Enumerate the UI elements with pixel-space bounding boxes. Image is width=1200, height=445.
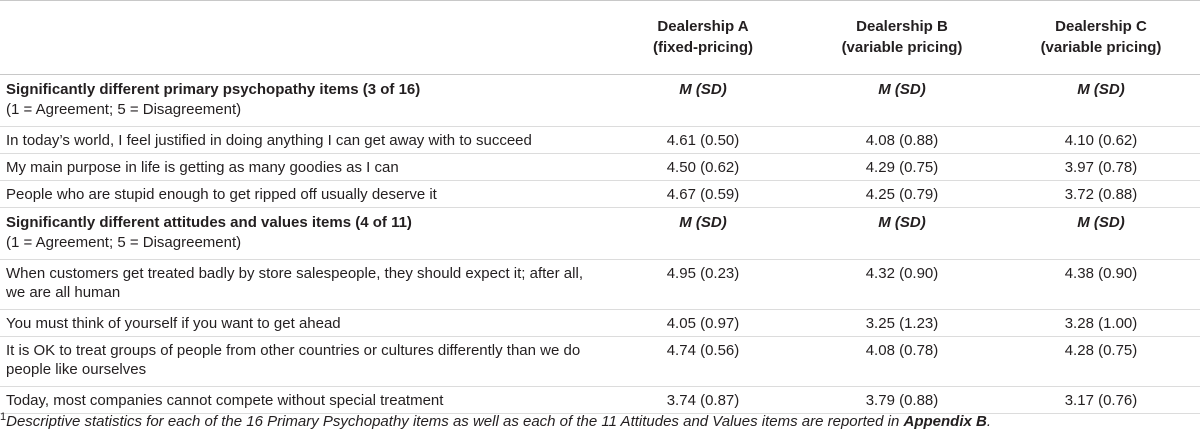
value-dealership-c: 4.10 (0.62) bbox=[1064, 132, 1138, 149]
value-dealership-c: 3.97 (0.78) bbox=[1064, 159, 1138, 176]
msd-label: M (SD) bbox=[679, 214, 727, 231]
table-row: You must think of yourself if you want t… bbox=[0, 310, 1200, 337]
item-label: My main purpose in life is getting as ma… bbox=[6, 159, 399, 176]
header-dealership-c: Dealership C (variable pricing) bbox=[1002, 1, 1200, 75]
column-name: Dealership A bbox=[657, 17, 749, 35]
value-dealership-a: 3.74 (0.87) bbox=[666, 392, 740, 409]
item-text: People who are stupid enough to get ripp… bbox=[0, 181, 604, 208]
table-row: When customers get treated badly by stor… bbox=[0, 260, 1200, 310]
value-dealership-b: 3.25 (1.23) bbox=[865, 315, 939, 332]
value-dealership-b: 4.32 (0.90) bbox=[865, 265, 939, 282]
column-name: Dealership B bbox=[856, 17, 948, 35]
value-dealership-c: 3.17 (0.76) bbox=[1064, 392, 1138, 409]
item-label: Today, most companies cannot compete wit… bbox=[6, 392, 444, 409]
footnote-end: . bbox=[986, 413, 992, 430]
table-row: It is OK to treat groups of people from … bbox=[0, 337, 1200, 387]
value-dealership-b: 4.29 (0.75) bbox=[865, 159, 939, 176]
msd-label: M (SD) bbox=[878, 214, 926, 231]
value-dealership-b: 4.25 (0.79) bbox=[865, 186, 939, 203]
table-row: My main purpose in life is getting as ma… bbox=[0, 154, 1200, 181]
value-dealership-a: 4.61 (0.50) bbox=[666, 132, 740, 149]
item-text: You must think of yourself if you want t… bbox=[0, 310, 604, 337]
value-dealership-c: 3.72 (0.88) bbox=[1064, 186, 1138, 203]
value-dealership-a: 4.50 (0.62) bbox=[666, 159, 740, 176]
section-header-row: Significantly different attitudes and va… bbox=[0, 208, 1200, 260]
table-row: People who are stupid enough to get ripp… bbox=[0, 181, 1200, 208]
value-dealership-b: 4.08 (0.88) bbox=[865, 132, 939, 149]
table-row: Today, most companies cannot compete wit… bbox=[0, 387, 1200, 414]
section-header-row: Significantly different primary psychopa… bbox=[0, 75, 1200, 127]
item-text: In today’s world, I feel justified in do… bbox=[0, 127, 604, 154]
value-dealership-c: 3.28 (1.00) bbox=[1064, 315, 1138, 332]
header-blank-cell bbox=[0, 1, 604, 75]
value-dealership-a: 4.05 (0.97) bbox=[666, 315, 740, 332]
section-title: Significantly different attitudes and va… bbox=[6, 214, 412, 231]
table-footnote: 1Descriptive statistics for each of the … bbox=[0, 412, 1200, 431]
item-label: You must think of yourself if you want t… bbox=[6, 315, 341, 332]
msd-label: M (SD) bbox=[1077, 214, 1125, 231]
item-text: My main purpose in life is getting as ma… bbox=[0, 154, 604, 181]
value-dealership-a: 4.95 (0.23) bbox=[666, 265, 740, 282]
header-dealership-a: Dealership A (fixed-pricing) bbox=[604, 1, 802, 75]
item-label: People who are stupid enough to get ripp… bbox=[6, 186, 437, 203]
column-subtitle: (fixed-pricing) bbox=[653, 38, 753, 56]
section-scale-note: (1 = Agreement; 5 = Disagreement) bbox=[6, 101, 242, 118]
item-label: In today’s world, I feel justified in do… bbox=[6, 132, 532, 149]
section-label-cell: Significantly different attitudes and va… bbox=[0, 208, 604, 260]
footnote-marker: 1 bbox=[0, 411, 7, 423]
footnote-text: Descriptive statistics for each of the 1… bbox=[6, 413, 904, 430]
value-dealership-c: 4.38 (0.90) bbox=[1064, 265, 1138, 282]
section-scale-note: (1 = Agreement; 5 = Disagreement) bbox=[6, 234, 242, 251]
value-dealership-b: 4.08 (0.78) bbox=[865, 342, 939, 359]
column-subtitle: (variable pricing) bbox=[841, 38, 963, 56]
section-title: Significantly different primary psychopa… bbox=[6, 81, 421, 98]
msd-label: M (SD) bbox=[1077, 81, 1125, 98]
item-text: It is OK to treat groups of people from … bbox=[0, 337, 604, 387]
header-row: Dealership A (fixed-pricing) Dealership … bbox=[0, 0, 1200, 75]
value-dealership-a: 4.67 (0.59) bbox=[666, 186, 740, 203]
value-dealership-b: 3.79 (0.88) bbox=[865, 392, 939, 409]
header-dealership-b: Dealership B (variable pricing) bbox=[802, 1, 1002, 75]
table-row: In today’s world, I feel justified in do… bbox=[0, 127, 1200, 154]
item-label: When customers get treated badly by stor… bbox=[6, 265, 583, 301]
msd-label: M (SD) bbox=[878, 81, 926, 98]
item-text: When customers get treated badly by stor… bbox=[0, 260, 604, 310]
section-label-cell: Significantly different primary psychopa… bbox=[0, 75, 604, 127]
item-text: Today, most companies cannot compete wit… bbox=[0, 387, 604, 414]
results-table: Dealership A (fixed-pricing) Dealership … bbox=[0, 0, 1200, 414]
column-subtitle: (variable pricing) bbox=[1040, 38, 1162, 56]
value-dealership-c: 4.28 (0.75) bbox=[1064, 342, 1138, 359]
appendix-reference: Appendix B bbox=[903, 413, 987, 430]
msd-label: M (SD) bbox=[679, 81, 727, 98]
column-name: Dealership C bbox=[1055, 17, 1147, 35]
value-dealership-a: 4.74 (0.56) bbox=[666, 342, 740, 359]
item-label: It is OK to treat groups of people from … bbox=[6, 342, 581, 378]
